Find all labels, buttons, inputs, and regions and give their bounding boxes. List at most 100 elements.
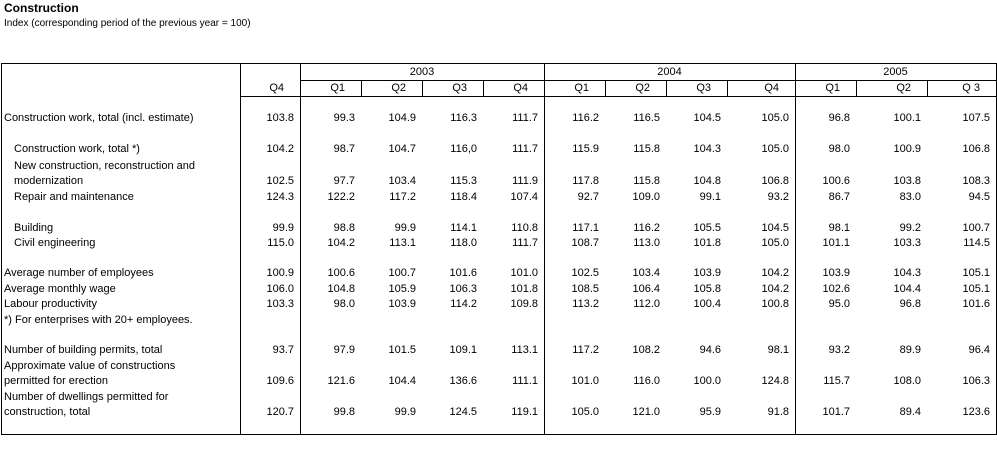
cell-value: 117.2: [389, 191, 416, 203]
cell-value: 101.6: [962, 298, 990, 310]
cell-value: 100.9: [893, 143, 921, 155]
cell-value: 101.0: [571, 375, 599, 387]
row-label: Civil engineering: [14, 237, 96, 249]
cell-value: 101.5: [388, 344, 416, 356]
cell-value: 109.0: [632, 191, 660, 203]
cell-value: 124.5: [449, 406, 477, 418]
cell-value: 104.2: [266, 143, 294, 155]
cell-value: 107.5: [962, 112, 990, 124]
title: Construction: [4, 1, 79, 15]
cell-value: 136.6: [449, 375, 477, 387]
cell-value: 118.0: [450, 237, 477, 249]
rule: [483, 80, 484, 96]
cell-value: 95.9: [699, 406, 721, 418]
cell-value: 103.8: [266, 112, 294, 124]
cell-value: 117.2: [572, 344, 599, 356]
cell-value: 115.8: [633, 143, 660, 155]
cell-value: 101.7: [822, 406, 850, 418]
row-label: construction, total: [4, 406, 91, 418]
cell-value: 89.4: [899, 406, 921, 418]
cell-value: 99.1: [699, 191, 721, 203]
cell-value: 99.2: [899, 222, 921, 234]
cell-value: 102.6: [822, 283, 850, 295]
row-label: permitted for erection: [4, 375, 108, 387]
cell-value: 115.7: [823, 375, 850, 387]
rule: [361, 80, 362, 96]
cell-value: 99.9: [272, 222, 294, 234]
year-header: 2004: [657, 66, 682, 78]
cell-value: 105.0: [761, 112, 789, 124]
row-label: Construction work, total *): [14, 143, 140, 155]
cell-value: 113.2: [572, 298, 599, 310]
cell-value: 124.3: [266, 191, 294, 203]
cell-value: 109.6: [266, 375, 294, 387]
cell-value: 98.1: [767, 344, 789, 356]
cell-value: 113.0: [633, 237, 660, 249]
row-label: Building: [14, 222, 54, 234]
cell-value: 117.1: [572, 222, 599, 234]
cell-value: 108.2: [632, 344, 660, 356]
row-label: Average number of employees: [4, 267, 154, 279]
cell-value: 116.0: [633, 375, 660, 387]
quarter-header: Q2: [391, 82, 406, 94]
row-label: Number of building permits, total: [4, 344, 163, 356]
cell-value: 100.1: [893, 112, 921, 124]
cell-value: 99.9: [394, 222, 416, 234]
row-label: modernization: [14, 175, 84, 187]
cell-value: 108.7: [571, 237, 599, 249]
cell-value: 123.6: [962, 406, 990, 418]
cell-value: 100.4: [693, 298, 721, 310]
cell-value: 118.4: [450, 191, 477, 203]
rule: [1, 63, 996, 64]
rule: [422, 80, 423, 96]
cell-value: 86.7: [828, 191, 850, 203]
cell-value: 100.6: [822, 175, 850, 187]
row-label: Average monthly wage: [4, 283, 116, 295]
cell-value: 106.3: [449, 283, 477, 295]
rule: [927, 80, 928, 96]
cell-value: 116.2: [572, 112, 599, 124]
cell-value: 108.0: [893, 375, 921, 387]
cell-value: 116.5: [633, 112, 660, 124]
cell-value: 101.6: [449, 267, 477, 279]
cell-value: 106.8: [962, 143, 990, 155]
cell-value: 100.7: [962, 222, 990, 234]
cell-value: 100.0: [693, 375, 721, 387]
cell-value: 103.3: [893, 237, 921, 249]
cell-value: 98.1: [828, 222, 850, 234]
cell-value: 108.5: [571, 283, 599, 295]
cell-value: 104.5: [761, 222, 789, 234]
cell-value: 101.0: [510, 267, 538, 279]
cell-value: 100.6: [327, 267, 355, 279]
cell-value: 104.7: [388, 143, 416, 155]
cell-value: 103.3: [266, 298, 294, 310]
cell-value: 105.0: [761, 237, 789, 249]
quarter-header: Q1: [330, 82, 345, 94]
cell-value: 122.2: [327, 191, 355, 203]
cell-value: 96.8: [899, 298, 921, 310]
cell-value: 98.7: [333, 143, 355, 155]
cell-value: 97.7: [333, 175, 355, 187]
cell-value: 106.0: [266, 283, 294, 295]
cell-value: 109.1: [449, 344, 477, 356]
rule: [605, 80, 606, 96]
cell-value: 100.8: [761, 298, 789, 310]
cell-value: 115.9: [572, 143, 599, 155]
cell-value: 98.8: [333, 222, 355, 234]
cell-value: 99.3: [333, 112, 355, 124]
cell-value: 91.8: [767, 406, 789, 418]
cell-value: 111.9: [512, 175, 538, 187]
footnote: *) For enterprises with 20+ employees.: [4, 314, 193, 326]
cell-value: 97.9: [333, 344, 355, 356]
cell-value: 103.8: [893, 175, 921, 187]
cell-value: 105.8: [693, 283, 721, 295]
cell-value: 110.8: [511, 222, 538, 234]
cell-value: 113.1: [511, 344, 538, 356]
cell-value: 96.4: [968, 344, 990, 356]
cell-value: 98.0: [828, 143, 850, 155]
year-header: 2005: [883, 66, 908, 78]
cell-value: 92.7: [577, 191, 599, 203]
cell-value: 104.2: [761, 267, 789, 279]
cell-value: 116.3: [450, 112, 477, 124]
quarter-header: Q1: [825, 82, 840, 94]
